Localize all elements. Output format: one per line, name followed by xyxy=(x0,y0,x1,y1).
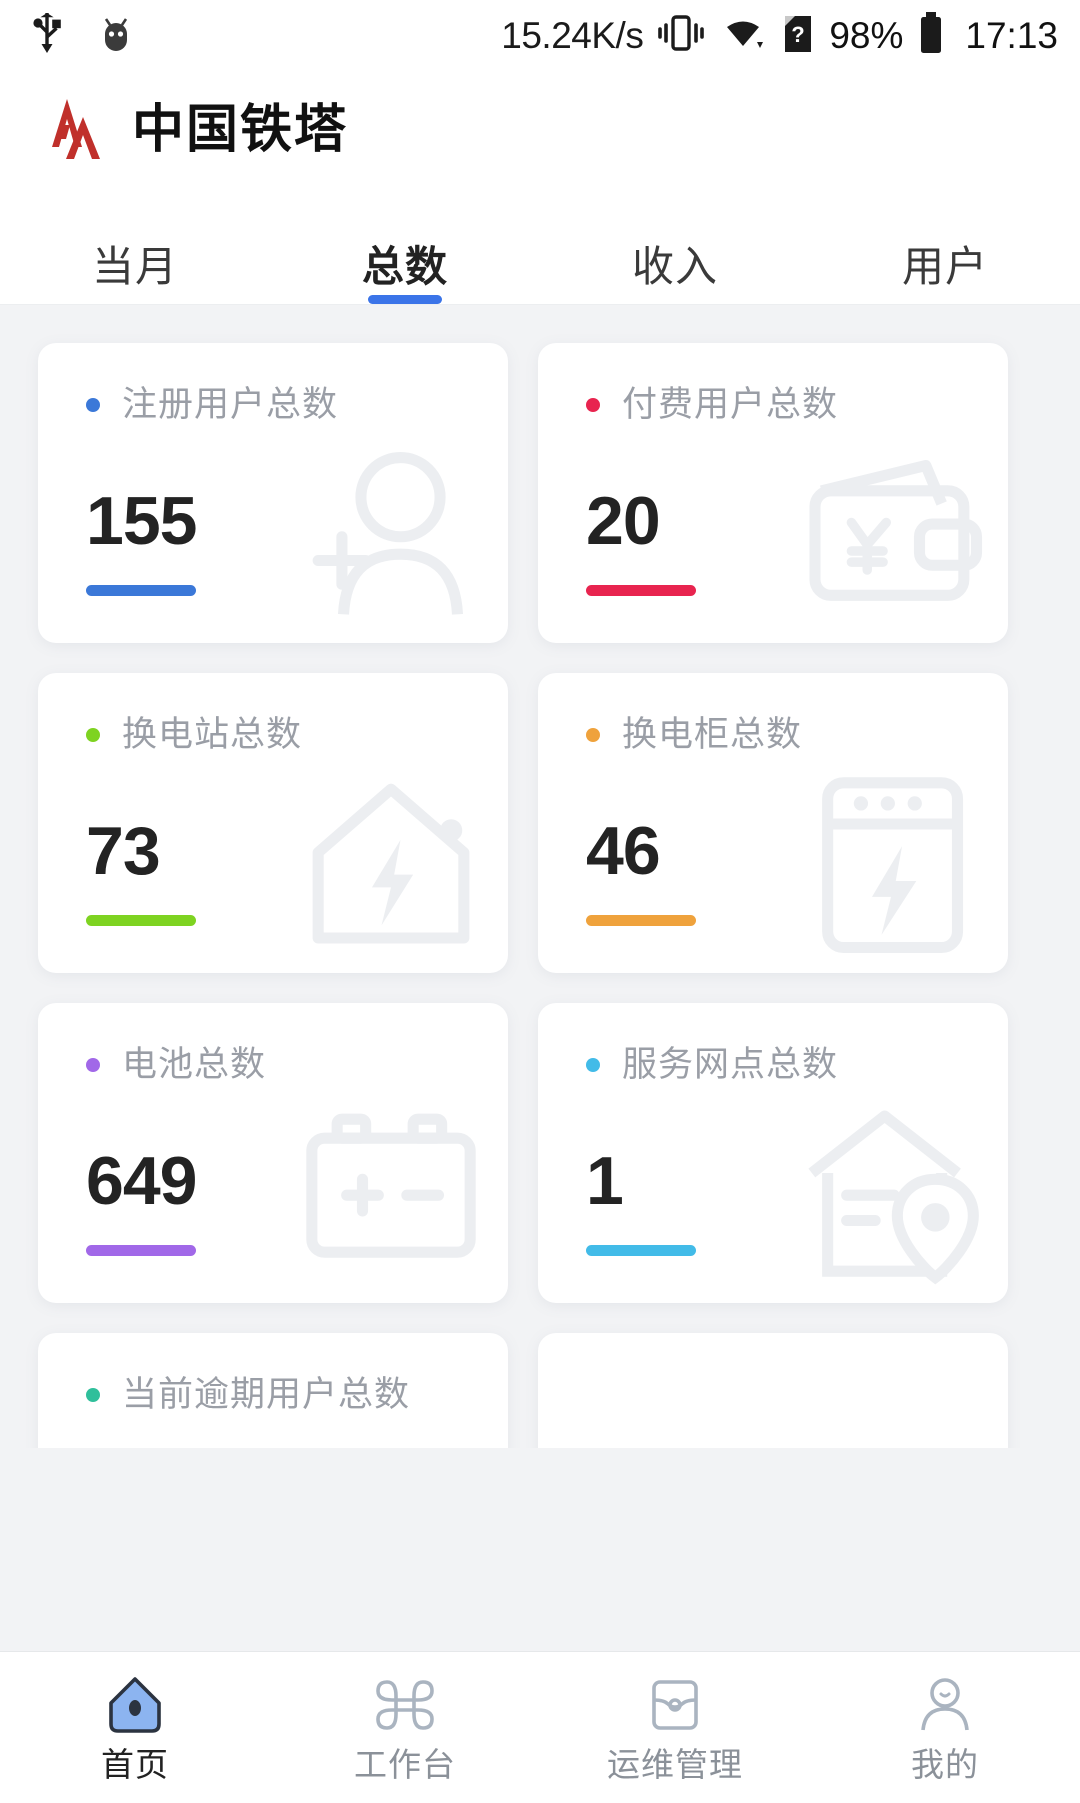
tab-bar: 当月 总数 收入 用户 xyxy=(0,190,1080,305)
tab-active-indicator xyxy=(368,295,442,304)
card-title: 注册用户总数 xyxy=(122,385,339,424)
status-dot xyxy=(86,727,100,742)
card-value: 649 xyxy=(86,1143,197,1219)
card-value: 155 xyxy=(86,483,197,559)
card-title: 电池总数 xyxy=(122,1045,267,1084)
status-bar: 15.24K/s ? 98% 1 xyxy=(0,0,1080,70)
card-header: 当前逾期用户总数 xyxy=(86,1377,508,1412)
vibrate-icon xyxy=(657,12,705,59)
nav-label: 首页 xyxy=(101,1746,169,1783)
stat-card-paid-users[interactable]: 付费用户总数 20 xyxy=(538,343,1008,643)
status-dot xyxy=(586,727,600,742)
china-tower-logo xyxy=(42,97,110,163)
stat-card-placeholder[interactable] xyxy=(538,1333,1008,1448)
nav-item-home[interactable]: 首页 xyxy=(0,1652,270,1803)
card-title: 当前逾期用户总数 xyxy=(122,1375,411,1414)
page-title: 中国铁塔 xyxy=(132,101,349,159)
card-title: 服务网点总数 xyxy=(622,1045,839,1084)
tab-current-month[interactable]: 当月 xyxy=(0,190,270,304)
ops-device-icon xyxy=(644,1674,706,1736)
tab-label: 收入 xyxy=(631,243,718,290)
usb-icon xyxy=(30,11,64,60)
stat-card-swap-stations[interactable]: 换电站总数 73 xyxy=(38,673,508,973)
stat-card-swap-cabinets[interactable]: 换电柜总数 46 xyxy=(538,673,1008,973)
nav-label: 运维管理 xyxy=(607,1746,743,1783)
battery-percent-text: 98% xyxy=(829,14,904,56)
tab-label: 总数 xyxy=(361,243,448,290)
nav-label: 我的 xyxy=(911,1746,979,1783)
stats-scroll-area[interactable]: 注册用户总数 155 付费用户总数 20 xyxy=(0,305,1080,1448)
battery-icon xyxy=(917,10,945,61)
network-speed-text: 15.24K/s xyxy=(501,14,644,56)
card-accent-bar xyxy=(86,915,196,926)
stat-card-registered-users[interactable]: 注册用户总数 155 xyxy=(38,343,508,643)
card-title: 付费用户总数 xyxy=(622,385,839,424)
card-header: 服务网点总数 xyxy=(586,1047,1008,1082)
card-value: 73 xyxy=(86,813,161,889)
profile-icon xyxy=(914,1674,976,1736)
wifi-icon xyxy=(719,12,767,59)
stat-card-batteries[interactable]: 电池总数 649 xyxy=(38,1003,508,1303)
home-icon xyxy=(104,1674,166,1736)
status-dot xyxy=(586,397,600,412)
tab-users[interactable]: 用户 xyxy=(810,190,1080,304)
card-title: 换电站总数 xyxy=(122,715,303,754)
sim-card-icon: ? xyxy=(781,10,815,61)
app-header: 中国铁塔 xyxy=(0,70,1080,190)
status-dot xyxy=(86,397,100,412)
card-accent-bar xyxy=(586,585,696,596)
card-header: 换电柜总数 xyxy=(586,717,1008,752)
stats-card-grid: 注册用户总数 155 付费用户总数 20 xyxy=(38,305,1042,1448)
nav-item-ops-management[interactable]: 运维管理 xyxy=(540,1652,810,1803)
status-dot xyxy=(86,1387,100,1402)
card-value: 46 xyxy=(586,813,661,889)
card-header: 注册用户总数 xyxy=(86,387,508,422)
card-accent-bar xyxy=(586,915,696,926)
svg-text:?: ? xyxy=(792,22,805,47)
status-dot xyxy=(586,1057,600,1072)
stat-card-service-outlets[interactable]: 服务网点总数 1 xyxy=(538,1003,1008,1303)
status-bar-right: 15.24K/s ? 98% 1 xyxy=(501,10,1058,61)
tab-label: 当月 xyxy=(91,243,178,290)
stat-card-overdue-users[interactable]: 当前逾期用户总数 xyxy=(38,1333,508,1448)
clock-text: 17:13 xyxy=(965,14,1058,56)
card-accent-bar xyxy=(86,1245,196,1256)
workbench-icon xyxy=(374,1674,436,1736)
card-header: 付费用户总数 xyxy=(586,387,1008,422)
card-accent-bar xyxy=(86,585,196,596)
bottom-navigation: 首页 工作台 运维管理 我的 xyxy=(0,1651,1080,1803)
card-header: 换电站总数 xyxy=(86,717,508,752)
tab-total[interactable]: 总数 xyxy=(270,190,540,304)
card-header: 电池总数 xyxy=(86,1047,508,1082)
card-accent-bar xyxy=(586,1245,696,1256)
nav-label: 工作台 xyxy=(354,1746,456,1783)
status-bar-left xyxy=(30,11,134,60)
tab-income[interactable]: 收入 xyxy=(540,190,810,304)
android-icon xyxy=(98,11,134,60)
card-value: 20 xyxy=(586,483,661,559)
status-dot xyxy=(86,1057,100,1072)
tab-label: 用户 xyxy=(901,243,988,290)
nav-item-profile[interactable]: 我的 xyxy=(810,1652,1080,1803)
card-value: 1 xyxy=(586,1143,624,1219)
nav-item-workbench[interactable]: 工作台 xyxy=(270,1652,540,1803)
card-title: 换电柜总数 xyxy=(622,715,803,754)
